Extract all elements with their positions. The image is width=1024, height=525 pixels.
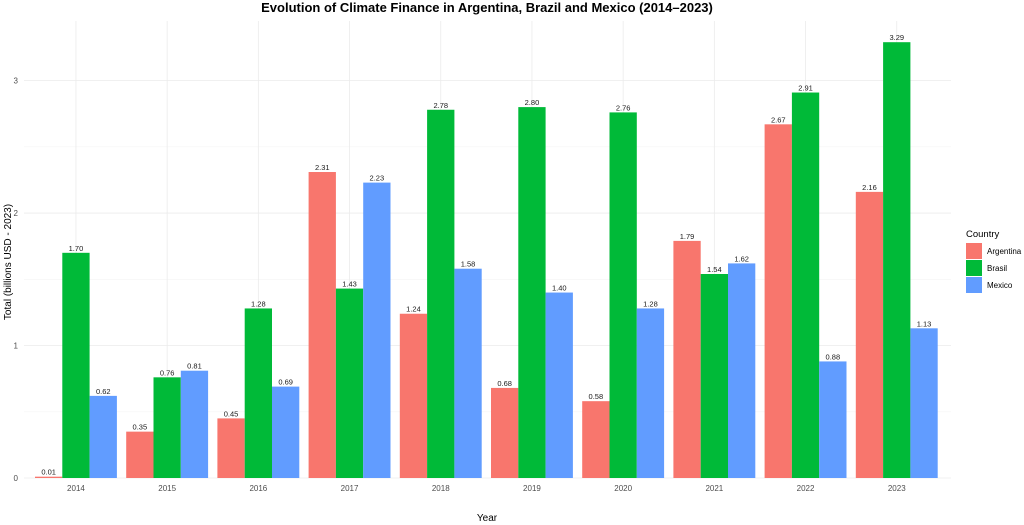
data-label: 2.76 bbox=[616, 103, 631, 112]
bar-mexico-2022 bbox=[819, 361, 847, 478]
x-tick-label: 2021 bbox=[705, 484, 723, 493]
bar-argentina-2023 bbox=[855, 191, 884, 478]
x-tick-label: 2019 bbox=[523, 484, 541, 493]
bar-brasil-2020 bbox=[609, 112, 637, 479]
legend-label: Mexico bbox=[987, 281, 1013, 290]
bar-argentina-2019 bbox=[491, 387, 519, 478]
x-tick-label: 2016 bbox=[249, 484, 267, 493]
data-label: 1.54 bbox=[707, 265, 722, 274]
data-labels-layer: 0.01 0.35 0.45 2.31 1.24 0.68 0.58 1.79 2.67 2.16… bbox=[41, 33, 931, 476]
bar-brasil-2019 bbox=[518, 107, 546, 479]
x-tick-label: 2014 bbox=[67, 484, 85, 493]
data-label: 0.69 bbox=[278, 378, 293, 387]
data-label: 1.24 bbox=[406, 305, 421, 314]
bar-mexico-2016 bbox=[272, 386, 300, 478]
chart-title: Evolution of Climate Finance in Argentin… bbox=[261, 0, 713, 15]
bar-brasil-2022 bbox=[791, 92, 820, 479]
data-label: 0.58 bbox=[589, 392, 604, 401]
bar-argentina-2020 bbox=[582, 401, 610, 478]
bar-argentina-2014 bbox=[35, 476, 63, 478]
y-tick-label: 0 bbox=[14, 474, 19, 483]
x-tick-label: 2017 bbox=[341, 484, 359, 493]
legend-key-argentina bbox=[966, 243, 982, 259]
data-label: 2.80 bbox=[525, 98, 540, 107]
legend-key-mexico bbox=[966, 277, 982, 293]
bar-brasil-2023 bbox=[883, 42, 911, 478]
bar-argentina-2015 bbox=[126, 431, 154, 478]
data-label: 0.62 bbox=[96, 387, 111, 396]
x-tick-label: 2020 bbox=[614, 484, 632, 493]
data-label: 0.68 bbox=[497, 379, 512, 388]
bar-argentina-2018 bbox=[399, 313, 428, 478]
x-axis-ticks: 2014 2015 2016 2017 2018 2019 2020 2021 2022 2023 bbox=[67, 484, 906, 493]
bar-brasil-2014 bbox=[62, 252, 90, 478]
bars-layer bbox=[35, 42, 938, 479]
data-label: 2.23 bbox=[370, 174, 385, 183]
data-label: 1.62 bbox=[734, 254, 749, 263]
data-label: 1.13 bbox=[917, 319, 932, 328]
bar-mexico-2023 bbox=[910, 328, 938, 478]
x-tick-label: 2023 bbox=[888, 484, 906, 493]
bar-argentina-2017 bbox=[308, 172, 336, 478]
data-label: 1.70 bbox=[69, 244, 84, 253]
y-axis-ticks: 0 1 2 3 bbox=[14, 77, 19, 483]
y-tick-label: 3 bbox=[14, 77, 19, 86]
y-tick-label: 2 bbox=[14, 209, 19, 218]
data-label: 1.28 bbox=[643, 299, 658, 308]
bar-argentina-2022 bbox=[764, 124, 792, 478]
legend-label: Argentina bbox=[987, 247, 1022, 256]
data-label: 0.45 bbox=[224, 409, 239, 418]
data-label: 2.31 bbox=[315, 163, 330, 172]
bar-argentina-2021 bbox=[673, 240, 701, 478]
data-label: 1.79 bbox=[680, 232, 695, 241]
x-tick-label: 2022 bbox=[797, 484, 815, 493]
legend-key-brasil bbox=[966, 260, 982, 276]
bar-brasil-2018 bbox=[427, 109, 455, 478]
x-tick-label: 2018 bbox=[432, 484, 450, 493]
data-label: 2.67 bbox=[771, 115, 786, 124]
legend-label: Brasil bbox=[987, 264, 1007, 273]
bar-brasil-2016 bbox=[244, 308, 272, 478]
bar-argentina-2016 bbox=[217, 418, 245, 478]
data-label: 1.43 bbox=[342, 280, 357, 289]
data-label: 1.58 bbox=[461, 260, 476, 269]
bar-mexico-2021 bbox=[728, 263, 756, 478]
data-label: 0.81 bbox=[187, 362, 202, 371]
bar-mexico-2017 bbox=[363, 182, 391, 478]
x-axis-title: Year bbox=[477, 513, 498, 524]
bar-brasil-2017 bbox=[335, 288, 364, 478]
legend-title: Country bbox=[966, 229, 1000, 240]
bar-mexico-2015 bbox=[180, 370, 209, 478]
data-label: 2.78 bbox=[433, 101, 448, 110]
bar-mexico-2019 bbox=[545, 292, 573, 478]
data-label: 2.16 bbox=[862, 183, 877, 192]
y-axis-title: Total (billions USD - 2023) bbox=[3, 204, 14, 320]
bar-mexico-2020 bbox=[636, 308, 665, 478]
bar-brasil-2015 bbox=[153, 377, 181, 478]
y-tick-label: 1 bbox=[14, 342, 19, 351]
data-label: 0.88 bbox=[826, 352, 841, 361]
data-label: 0.01 bbox=[41, 468, 56, 477]
bar-mexico-2018 bbox=[454, 268, 482, 478]
data-label: 0.35 bbox=[133, 423, 148, 432]
data-label: 1.28 bbox=[251, 299, 266, 308]
data-label: 2.91 bbox=[798, 84, 813, 93]
data-label: 3.29 bbox=[889, 33, 904, 42]
data-label: 0.76 bbox=[160, 368, 175, 377]
legend: Country Argentina Brasil Mexico bbox=[966, 229, 1022, 293]
bar-brasil-2021 bbox=[700, 274, 728, 478]
data-label: 1.40 bbox=[552, 284, 567, 293]
x-tick-label: 2015 bbox=[158, 484, 176, 493]
bar-mexico-2014 bbox=[89, 395, 117, 478]
